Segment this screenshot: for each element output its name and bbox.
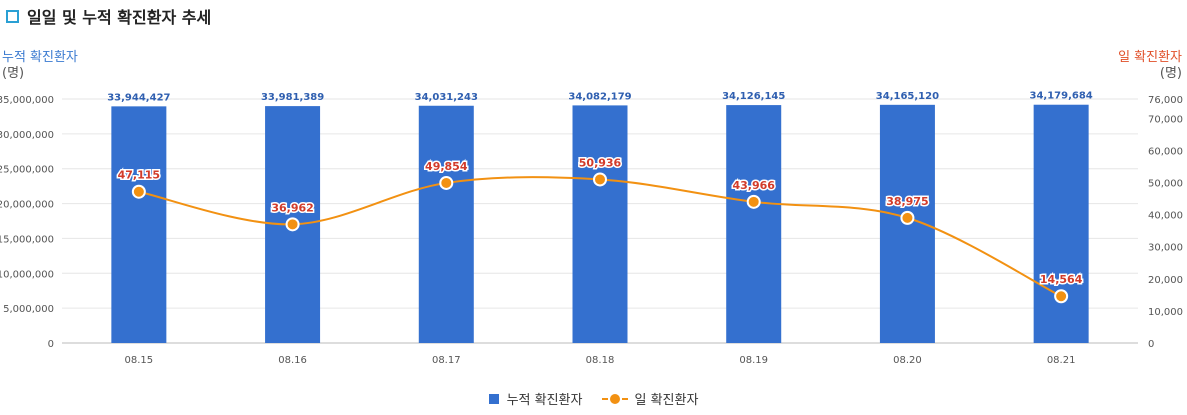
bar-label: 34,031,243 <box>415 92 478 103</box>
left-tick-label: 5,000,000 <box>3 304 54 315</box>
legend-bar-swatch <box>488 393 499 404</box>
line-point <box>131 184 146 199</box>
line-label: 36,962 <box>271 201 313 214</box>
x-tick-label: 08.17 <box>432 355 461 366</box>
line-point <box>746 194 761 209</box>
line-label: 43,966 <box>732 179 775 192</box>
x-tick-label: 08.19 <box>739 355 768 366</box>
right-tick-label: 20,000 <box>1148 275 1183 286</box>
line-label: 14,564 <box>1040 273 1083 286</box>
x-tick-label: 08.21 <box>1047 355 1076 366</box>
line-point <box>1054 289 1069 304</box>
line-label: 50,936 <box>579 156 622 169</box>
left-axis-unit: (명) <box>2 66 25 81</box>
line-point <box>285 217 300 232</box>
bar <box>111 106 167 343</box>
legend-label-daily: 일 확진환자 <box>634 393 699 408</box>
left-axis-title: 누적 확진환자 (명) <box>2 50 78 82</box>
right-tick-label: 10,000 <box>1148 307 1183 318</box>
bar-label: 34,165,120 <box>876 91 939 102</box>
x-tick-label: 08.15 <box>125 355 154 366</box>
line-label: 47,115 <box>118 169 160 182</box>
chart-title-block: 일일 및 누적 확진환자 추세 <box>6 6 212 27</box>
bar-label: 34,082,179 <box>568 91 631 102</box>
legend-label-cumulative: 누적 확진환자 <box>506 393 583 408</box>
right-tick-label: 30,000 <box>1148 243 1183 254</box>
legend-line-swatch <box>602 393 629 405</box>
line-label: 38,975 <box>886 195 928 208</box>
right-tick-label: 0 <box>1148 339 1154 350</box>
bar <box>1033 104 1089 343</box>
bar-label: 33,944,427 <box>107 92 170 103</box>
right-axis-title: 일 확진환자 (명) <box>1118 50 1182 82</box>
bar <box>572 105 628 343</box>
left-axis-title-text: 누적 확진환자 <box>2 50 78 65</box>
chart-title: 일일 및 누적 확진환자 추세 <box>27 8 212 27</box>
right-tick-label: 40,000 <box>1148 211 1183 222</box>
line-point <box>439 175 454 190</box>
x-tick-label: 08.16 <box>278 355 307 366</box>
left-tick-label: 0 <box>48 339 54 350</box>
legend-item-cumulative[interactable]: 누적 확진환자 <box>488 389 583 408</box>
line-point <box>593 172 607 187</box>
legend-item-daily[interactable]: 일 확진환자 <box>602 389 698 408</box>
bar-label: 34,179,684 <box>1030 91 1093 102</box>
bar-label: 33,981,389 <box>261 92 324 103</box>
right-axis-title-text: 일 확진환자 <box>1118 50 1182 65</box>
left-tick-label: 25,000,000 <box>0 165 54 176</box>
right-tick-label: 60,000 <box>1148 146 1183 157</box>
left-tick-label: 35,000,000 <box>0 95 54 106</box>
bar <box>418 105 474 343</box>
right-axis-unit: (명) <box>1159 66 1182 81</box>
left-tick-label: 20,000,000 <box>0 200 54 211</box>
left-tick-label: 10,000,000 <box>0 269 54 280</box>
left-tick-label: 15,000,000 <box>0 234 54 245</box>
line-point <box>900 210 915 225</box>
bar <box>726 105 782 344</box>
x-tick-label: 08.20 <box>893 355 922 366</box>
square-bullet-icon <box>6 9 19 23</box>
line-label: 49,854 <box>425 160 468 173</box>
right-tick-label: 76,000 <box>1148 95 1183 106</box>
right-tick-label: 70,000 <box>1148 114 1183 125</box>
chart-legend: 누적 확진환자 일 확진환자 <box>0 389 1187 408</box>
x-tick-label: 08.18 <box>586 355 615 366</box>
left-tick-label: 30,000,000 <box>0 130 54 141</box>
bar-label: 34,126,145 <box>722 91 785 102</box>
right-tick-label: 50,000 <box>1148 178 1183 189</box>
